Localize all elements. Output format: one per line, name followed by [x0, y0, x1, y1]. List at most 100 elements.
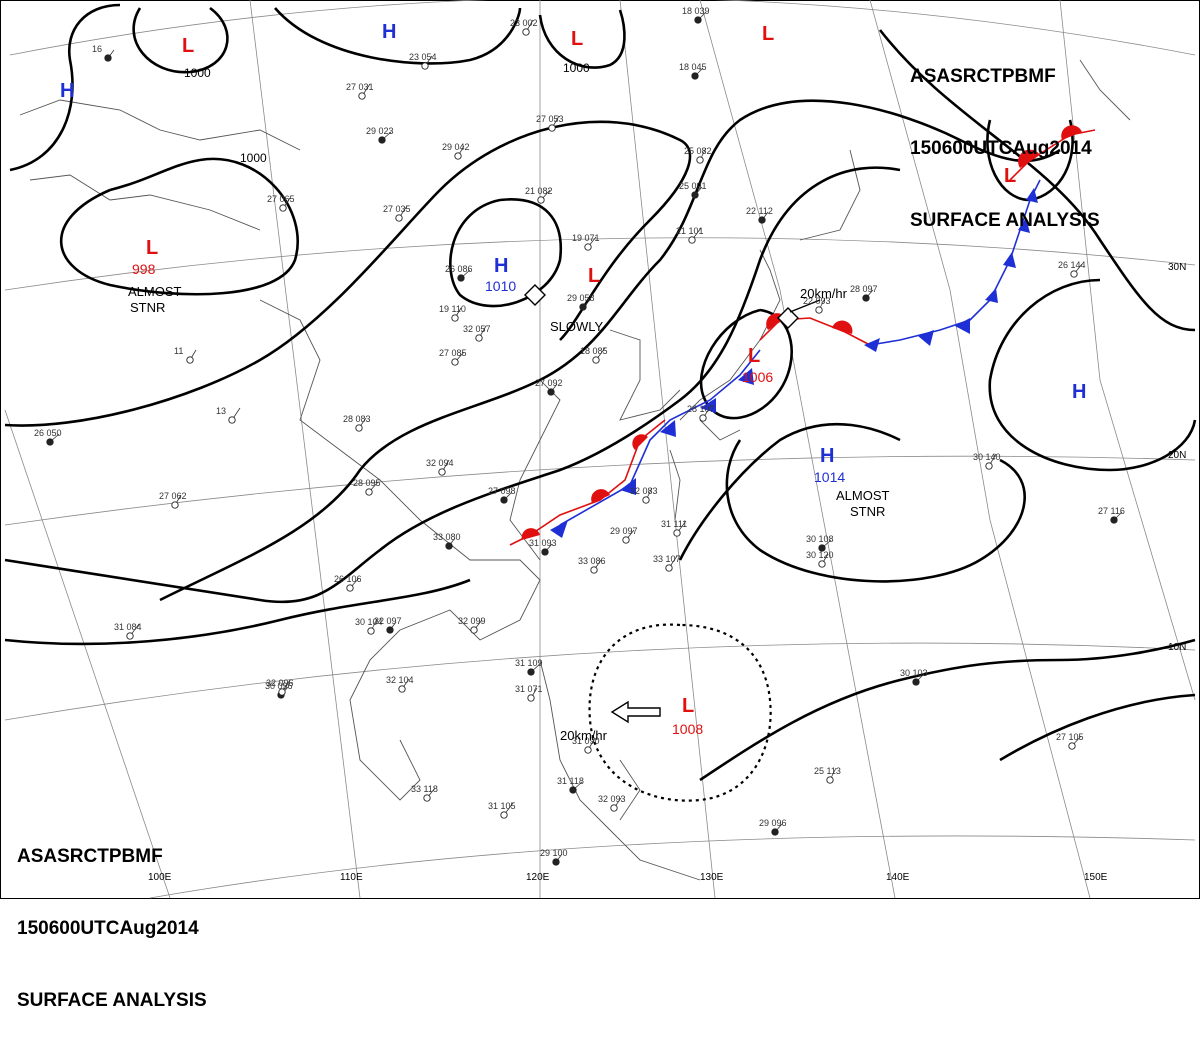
station-plot: 33 118: [411, 784, 438, 802]
motion-slowly: SLOWLY: [550, 319, 604, 334]
isobar-label-2: 1000: [563, 61, 590, 75]
station-plot: 29 096: [759, 818, 787, 836]
low-center-1008: L: [682, 695, 694, 717]
station-circle: [592, 356, 600, 364]
map-frame: [0, 0, 1200, 899]
station-reading: 27 116: [1098, 506, 1125, 516]
station-reading: 25 113: [814, 766, 841, 776]
lat-label-10n: 10N: [1168, 642, 1186, 653]
station-circle: [815, 306, 823, 314]
pressure-centers: L L L H H L 998 H 1010 L L 1006 H 1014 H…: [60, 21, 1086, 737]
station-circle: [610, 804, 618, 812]
station-reading: 25 091: [679, 181, 707, 191]
lon-label-100e: 100E: [148, 872, 172, 883]
station-circle: [622, 536, 630, 544]
station-reading: 32 057: [463, 324, 491, 334]
station-plot: 27 105: [1056, 732, 1084, 750]
station-circle: [171, 501, 179, 509]
station-reading: 31 093: [529, 538, 557, 548]
station-plot: 30 103: [900, 668, 928, 686]
station-plot: 26 106: [334, 574, 362, 592]
station-reading: 22 093: [803, 296, 831, 306]
station-reading: 31 109: [515, 658, 543, 668]
station-circle: [500, 811, 508, 819]
isobar-east-sweep: [699, 638, 1196, 782]
isobar-label-3: 1000: [240, 151, 267, 165]
station-reading: 28 083: [343, 414, 371, 424]
isobar-east-ring: [988, 278, 1197, 472]
station-circle: [541, 548, 549, 556]
station-plot: 28 107: [687, 404, 715, 422]
station-plot: 29 023: [366, 126, 394, 144]
station-plot: 32 096: [266, 678, 294, 696]
station-circle: [279, 204, 287, 212]
station-plot: 32 094: [426, 458, 454, 476]
warm-front-semicircles: [521, 125, 1082, 540]
station-circle: [985, 462, 993, 470]
station-plot: 27 116: [1098, 506, 1125, 524]
station-circle: [691, 72, 699, 80]
header-year: 2014: [1049, 138, 1092, 159]
header-line-3: SURFACE ANALYSIS: [910, 210, 1100, 231]
station-reading: 23 002: [510, 18, 538, 28]
station-circle: [278, 688, 286, 696]
station-plot: 32 093: [598, 794, 626, 812]
station-plot: 25 082: [684, 146, 712, 164]
fronts: [509, 125, 1096, 546]
high-value-1010: 1010: [485, 278, 516, 294]
station-reading: 32 094: [426, 458, 454, 468]
header-time: 150600UTC: [910, 138, 1013, 159]
low-center-far-ne: L: [1004, 165, 1016, 187]
station-plot: 31 090: [572, 736, 600, 754]
station-circle: [569, 786, 577, 794]
latitude-line-10n: [4, 642, 1196, 721]
isobar-1006-ring: [699, 308, 793, 420]
station-plot: 19 071: [572, 233, 600, 251]
station-reading: 33 107: [653, 554, 681, 564]
station-plot: 30 104: [355, 617, 383, 635]
low-center-1006: L: [748, 345, 760, 367]
header-region: ASAS: [910, 66, 963, 87]
station-reading: 16: [92, 44, 102, 54]
ne-motion-line: [789, 299, 821, 313]
cold-front-triangles: [550, 188, 1038, 538]
latitude-line-20n: [4, 455, 1196, 526]
station-reading: 30 140: [973, 452, 1001, 462]
station-circle: [579, 303, 587, 311]
station-plot: 27 035: [383, 204, 411, 222]
station-reading: 18 045: [679, 62, 707, 72]
station-plot: 18 045: [679, 62, 707, 80]
station-circle: [862, 294, 870, 302]
slowly-diamond: [524, 284, 546, 306]
station-plot: 29 042: [442, 142, 470, 160]
chart-header-bottom-left: ASASRCTPBMF 150600UTCAug2014 SURFACE ANA…: [17, 797, 207, 1037]
station-reading: 33 080: [433, 532, 461, 542]
station-reading: 31 071: [515, 684, 543, 694]
station-reading: 28 107: [687, 404, 715, 414]
station-reading: 32 083: [630, 486, 658, 496]
header-line-2: 150600UTCAug2014: [910, 137, 1100, 161]
longitude-line-130e: [619, 0, 716, 899]
station-circle: [527, 694, 535, 702]
station-reading: 27 062: [159, 491, 187, 501]
station-plot: 28 083: [343, 414, 371, 432]
station-reading: 31 111: [661, 519, 687, 529]
high-center-east: H: [1072, 381, 1086, 403]
station-circle: [395, 214, 403, 222]
header-month: Aug: [119, 918, 157, 939]
high-value-1014: 1014: [814, 469, 845, 485]
station-circle: [547, 388, 555, 396]
longitude-line-100e: [4, 409, 171, 899]
lat-label-30n: 30N: [1168, 262, 1186, 273]
header-code: BMF: [1014, 66, 1056, 87]
station-circle: [552, 858, 560, 866]
motion-almost-1a: ALMOST: [128, 284, 182, 299]
motion-speed-s: 20km/hr: [560, 728, 608, 743]
station-reading: 27 092: [535, 378, 563, 388]
header-line-2: 150600UTCAug2014: [17, 917, 207, 941]
station-circle: [423, 794, 431, 802]
station-reading: 30 096: [265, 681, 293, 691]
station-reading: 32 099: [458, 616, 486, 626]
station-reading: 30 104: [355, 617, 383, 627]
station-plot: 32 097: [374, 616, 402, 634]
